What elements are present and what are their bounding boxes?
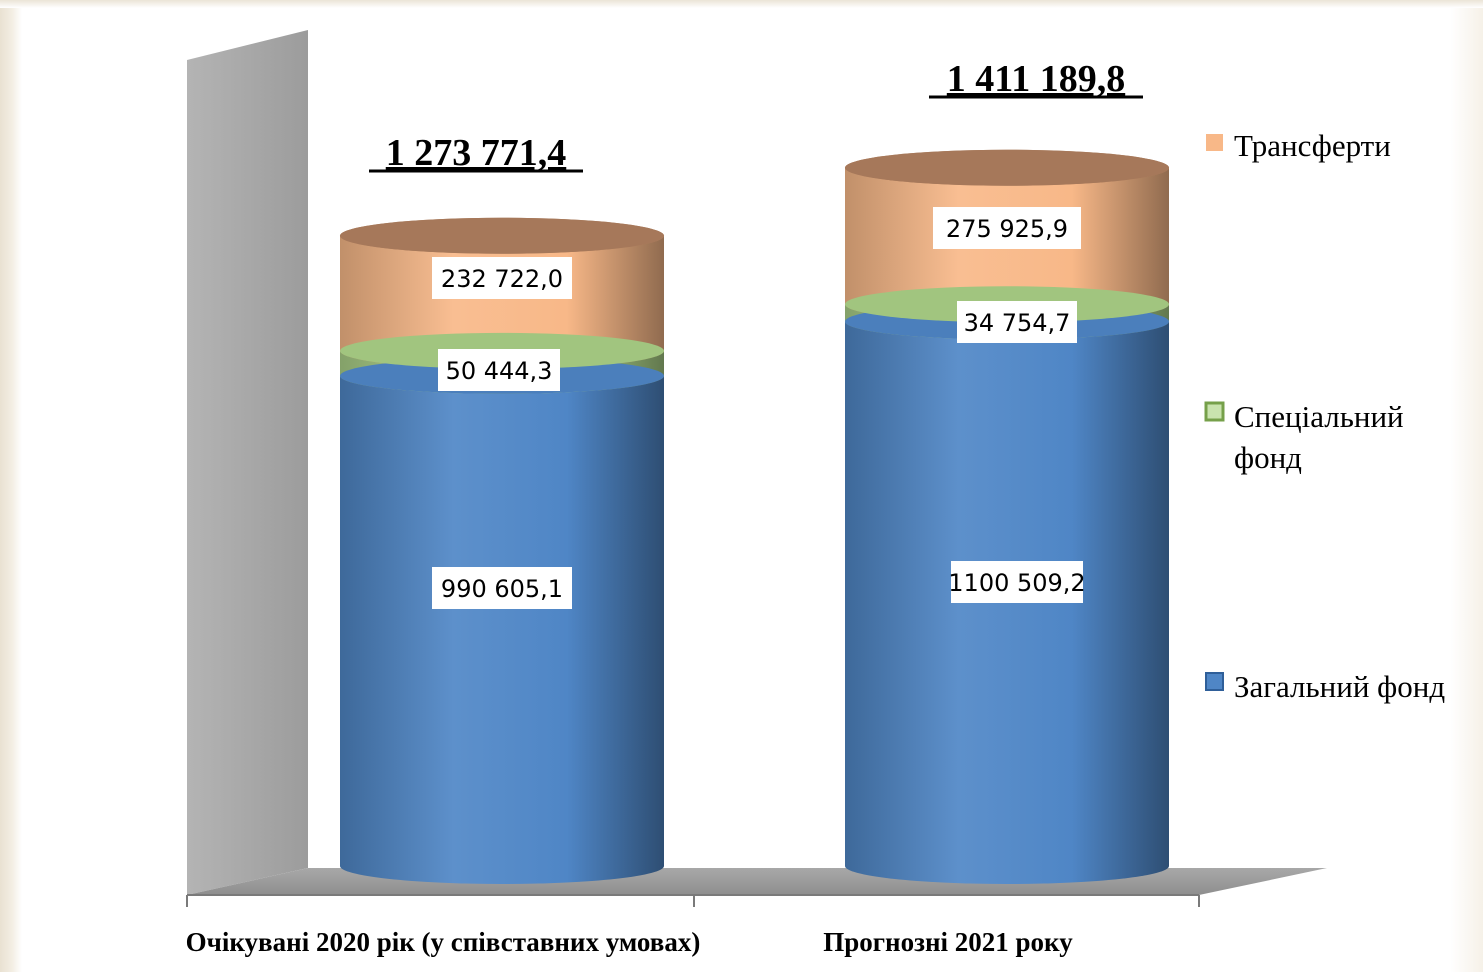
data-label-general-fund-1: 1100 509,2 (948, 569, 1085, 597)
legend: Трансферти Спеціальний фонд Загальний фо… (1204, 128, 1445, 704)
data-label-box-transfers-0 (432, 257, 572, 299)
data-label-special-fund-0: 50 444,3 (446, 357, 553, 385)
category-label-1: Прогнозні 2021 року (823, 927, 1073, 957)
legend-swatch-transfers (1206, 134, 1223, 151)
bar-general-fund-0 (340, 375, 664, 884)
category-label-0: Очікувані 2020 рік (у співставних умовах… (186, 927, 701, 957)
legend-item-special-fund: Спеціальний фонд (1204, 399, 1404, 475)
data-label-box-special-fund-0 (438, 349, 560, 391)
chart-back-wall (187, 30, 308, 895)
data-label-transfers-0: 232 722,0 (441, 265, 563, 293)
legend-swatch-general-fund (1205, 672, 1224, 691)
total-label-0: 1 273 771,4 (386, 132, 567, 174)
data-label-special-fund-1: 34 754,7 (964, 309, 1071, 337)
legend-label-general-fund: Загальний фонд (1234, 669, 1445, 704)
legend-label-transfers: Трансферти (1234, 128, 1391, 163)
bar-top-cap-0 (340, 217, 664, 254)
legend-label-special-fund-line1: Спеціальний (1234, 399, 1404, 434)
data-label-box-transfers-1 (933, 207, 1081, 249)
segment-labels: 990 605,1 50 444,3 232 722,0 1100 509,2 34 7… (432, 207, 1086, 609)
data-label-general-fund-0: 990 605,1 (441, 575, 563, 603)
legend-item-general-fund: Загальний фонд (1205, 669, 1445, 704)
data-label-box-general-fund-1 (951, 561, 1083, 603)
page-frame-top (0, 0, 1483, 8)
total-label-1: 1 411 189,8 (947, 58, 1125, 100)
legend-swatch-special-fund (1204, 401, 1225, 422)
data-label-box-special-fund-1 (957, 301, 1077, 343)
legend-item-transfers: Трансферти (1206, 128, 1391, 163)
data-label-box-general-fund-0 (432, 567, 572, 609)
data-label-transfers-1: 275 925,9 (946, 215, 1068, 243)
bar-top-cap-1 (845, 149, 1169, 186)
legend-label-special-fund-line2: фонд (1234, 440, 1302, 475)
